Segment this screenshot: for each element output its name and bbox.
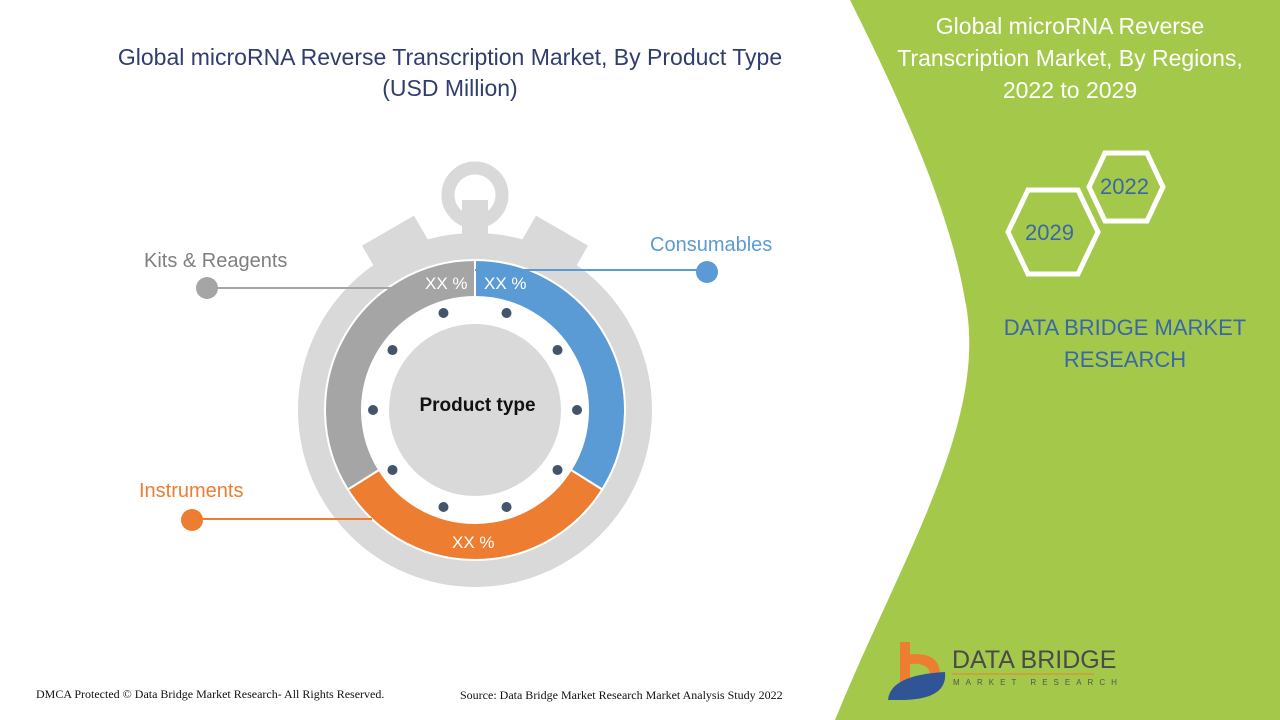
label-instruments: Instruments bbox=[139, 480, 244, 502]
dial-dot bbox=[438, 502, 449, 513]
brand-line: DATA BRIDGE MARKET bbox=[1003, 315, 1247, 340]
regions-title-line: Transcription Market, By Regions, bbox=[897, 45, 1243, 71]
logo-subtitle: MARKET RESEARCH bbox=[953, 678, 1123, 687]
kits-marker bbox=[196, 277, 218, 299]
dial-dot bbox=[552, 464, 563, 475]
instruments-percent: XX % bbox=[452, 533, 495, 552]
instruments-marker bbox=[181, 509, 203, 531]
copyright-text: DMCA Protected © Data Bridge Market Rese… bbox=[36, 687, 385, 701]
label-kits-reagents: Kits & Reagents bbox=[144, 250, 288, 272]
title-line: Global microRNA Reverse Transcription Ma… bbox=[117, 44, 783, 70]
dial-dot bbox=[387, 464, 398, 475]
dial-dot bbox=[438, 307, 449, 318]
source-text: Source: Data Bridge Market Research Mark… bbox=[460, 688, 783, 702]
hexagon-2029 bbox=[1005, 187, 1101, 277]
brand-line: RESEARCH bbox=[1063, 347, 1187, 372]
dial-dot bbox=[368, 405, 378, 415]
chart-title: Global microRNA Reverse Transcription Ma… bbox=[60, 42, 840, 104]
title-subtitle: (USD Million) bbox=[382, 75, 518, 101]
center-label: Product type bbox=[419, 395, 536, 416]
dial-dot bbox=[387, 345, 398, 356]
regions-title-line: 2022 to 2029 bbox=[1002, 77, 1138, 103]
regions-title: Global microRNA Reverse Transcription Ma… bbox=[870, 10, 1270, 106]
brand-text: DATA BRIDGE MARKET RESEARCH bbox=[980, 312, 1270, 376]
dial-dot bbox=[572, 405, 582, 415]
ring-segment-kits-reagents bbox=[324, 258, 476, 491]
dial-dot bbox=[552, 345, 563, 356]
label-consumables: Consumables bbox=[650, 234, 773, 256]
center-circle bbox=[389, 324, 561, 496]
kits-percent: XX % bbox=[425, 274, 468, 293]
consumables-percent: XX % bbox=[484, 274, 527, 293]
logo-title: DATA BRIDGE bbox=[952, 646, 1117, 674]
dial-dot bbox=[501, 307, 512, 318]
regions-title-line: Global microRNA Reverse bbox=[935, 13, 1205, 39]
dial-dot bbox=[501, 502, 512, 513]
year-2029: 2029 bbox=[1025, 220, 1074, 245]
green-panel bbox=[835, 0, 1280, 720]
year-2022: 2022 bbox=[1100, 174, 1149, 199]
hexagon-2022 bbox=[1086, 150, 1166, 224]
data-bridge-logo-icon bbox=[888, 642, 946, 700]
consumables-marker bbox=[696, 261, 718, 283]
